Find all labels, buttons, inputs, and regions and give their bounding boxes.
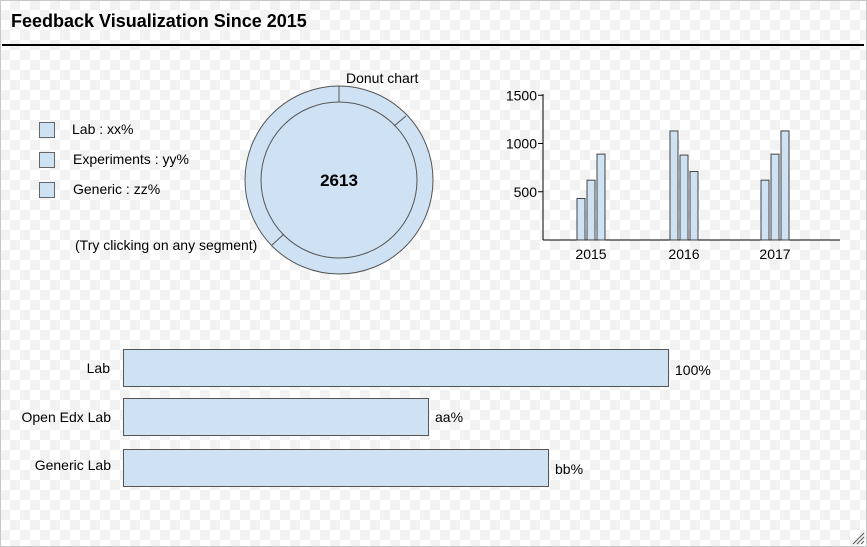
bar-2016-3[interactable]	[689, 170, 699, 241]
x-tick-label: 2016	[668, 246, 699, 262]
resize-grip-icon[interactable]	[851, 531, 865, 545]
hbar-generic-lab[interactable]	[123, 449, 549, 487]
donut-title: Donut chart	[346, 70, 419, 86]
hbar-value-generic-lab: bb%	[555, 461, 584, 477]
bar-2016-1[interactable]	[669, 130, 679, 241]
x-tick-label: 2017	[759, 246, 790, 262]
legend-swatch	[39, 182, 55, 198]
page-title: Feedback Visualization Since 2015	[11, 11, 307, 31]
legend-label: Generic : zz%	[73, 181, 161, 197]
y-tick-label: 1500	[506, 87, 537, 103]
donut-segment-divider	[271, 233, 285, 246]
hbar-label-lab: Lab	[86, 360, 110, 376]
bar-2017-1[interactable]	[760, 179, 770, 241]
title-divider	[2, 44, 864, 46]
bar-2017-2[interactable]	[770, 153, 780, 241]
donut-segment-divider	[393, 115, 407, 127]
hbar-open-edx-lab[interactable]	[123, 398, 429, 436]
y-tick-label: 1000	[506, 136, 537, 152]
legend-swatch	[39, 122, 55, 138]
bar-2015-2[interactable]	[586, 179, 596, 241]
x-tick-label: 2015	[575, 246, 606, 262]
legend-label: Lab : xx%	[72, 121, 134, 137]
hbar-label-generic-lab: Generic Lab	[34, 457, 111, 473]
hbar-label-open-edx-lab: Open Edx Lab	[21, 409, 111, 425]
bar-2016-2[interactable]	[679, 154, 689, 241]
hint-text: (Try clicking on any segment)	[75, 237, 258, 253]
legend-label: Experiments : yy%	[73, 151, 189, 167]
legend-swatch	[39, 152, 55, 168]
hbar-lab[interactable]	[123, 349, 669, 387]
bar-2015-3[interactable]	[596, 153, 606, 241]
hbar-value-open-edx-lab: aa%	[435, 409, 464, 425]
hbar-value-lab: 100%	[675, 362, 711, 378]
bar-2017-3[interactable]	[780, 130, 790, 241]
y-tick-label: 500	[514, 184, 538, 200]
bar-2015-1[interactable]	[576, 198, 586, 241]
donut-center-value: 2613	[320, 171, 358, 190]
